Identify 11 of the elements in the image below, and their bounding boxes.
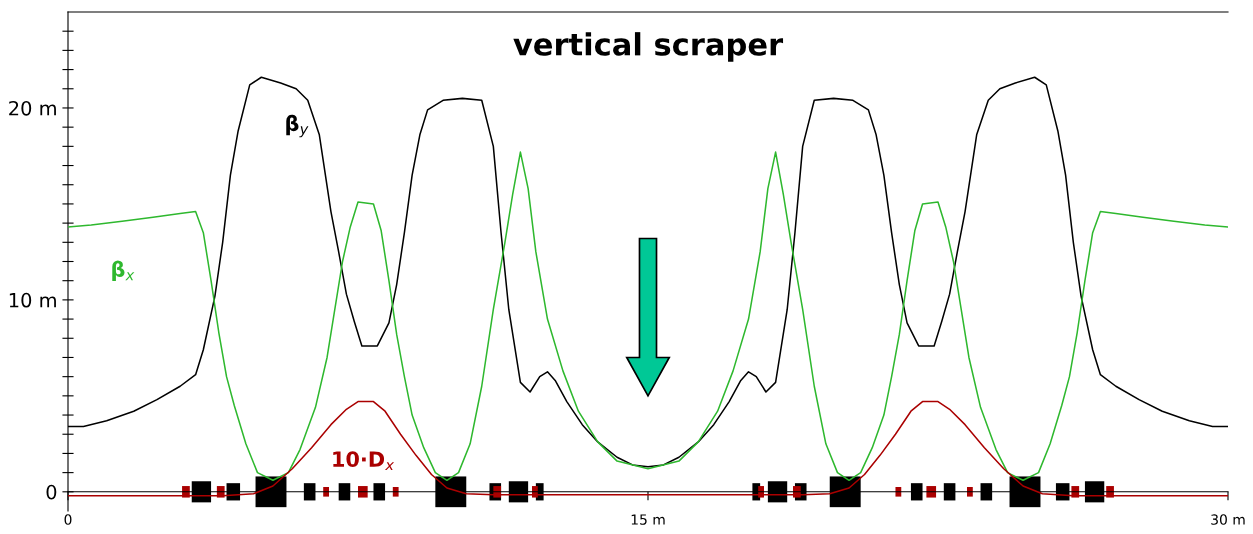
line-series xyxy=(68,151,1228,482)
series-label: 10·D$_{x}$ xyxy=(333,451,395,471)
x-tick-label: 15 m xyxy=(631,514,665,525)
y-tick-label: 10 m xyxy=(9,292,56,308)
series-label: β$_{x}$ xyxy=(112,260,135,282)
y-tick-label: 20 m xyxy=(9,100,56,116)
y-tick-label: 0 xyxy=(46,484,57,500)
x-tick-label: 0 xyxy=(64,514,72,525)
series-label: β$_{y}$ xyxy=(286,114,309,138)
text: vertical scraper xyxy=(513,32,784,62)
x-tick-label: 30 m xyxy=(1211,514,1245,525)
